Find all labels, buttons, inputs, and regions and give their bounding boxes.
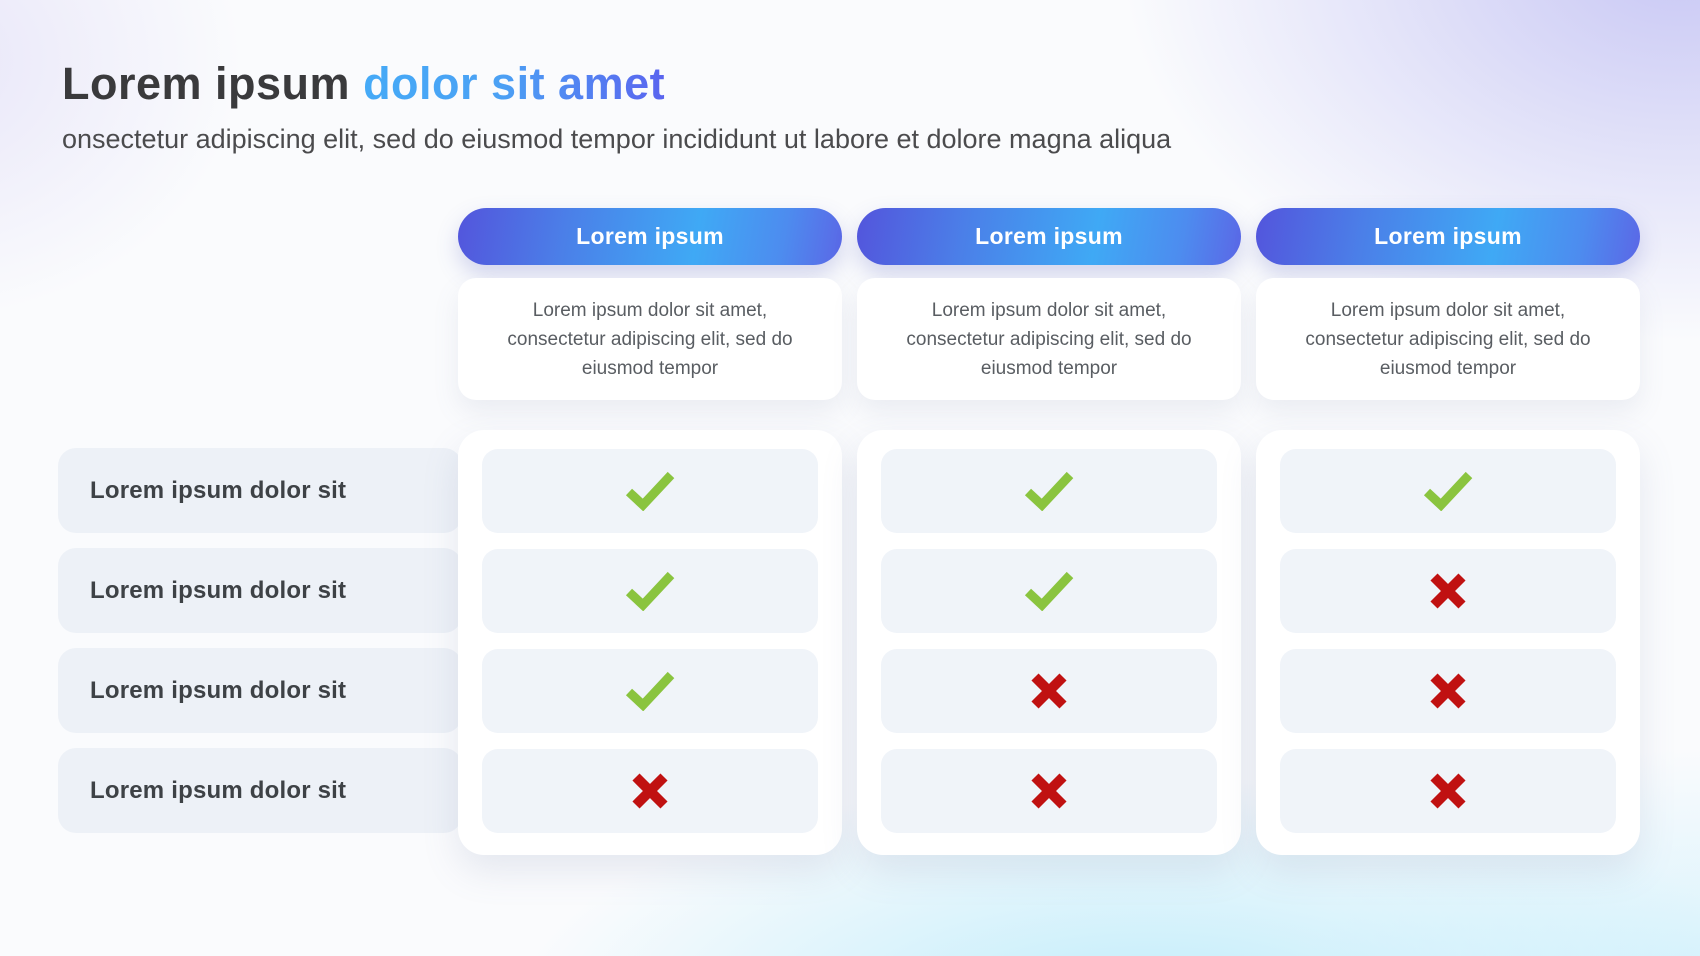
row-label-text: Lorem ipsum dolor sit (90, 676, 347, 704)
comparison-column: Lorem ipsum Lorem ipsum dolor sit amet, … (857, 0, 1241, 956)
cross-icon (1031, 673, 1067, 709)
page-header: Lorem ipsum dolor sit amet onsectetur ad… (62, 58, 1171, 155)
status-cell (1280, 649, 1616, 733)
column-values-card (458, 430, 842, 855)
status-cell (482, 549, 818, 633)
status-cell (881, 749, 1217, 833)
row-label-text: Lorem ipsum dolor sit (90, 576, 347, 604)
column-description-text: Lorem ipsum dolor sit amet, consectetur … (507, 299, 793, 379)
column-description-card: Lorem ipsum dolor sit amet, consectetur … (458, 278, 842, 400)
page-title-accent: dolor sit amet (363, 58, 666, 109)
column-header-label: Lorem ipsum (576, 223, 724, 249)
column-header-label: Lorem ipsum (1374, 223, 1522, 249)
status-cell (482, 649, 818, 733)
column-description-text: Lorem ipsum dolor sit amet, consectetur … (906, 299, 1192, 379)
cross-icon (632, 773, 668, 809)
column-values-card (1256, 430, 1640, 855)
page-subtitle: onsectetur adipiscing elit, sed do eiusm… (62, 124, 1172, 154)
comparison-column: Lorem ipsum Lorem ipsum dolor sit amet, … (1256, 0, 1640, 956)
column-values-card (857, 430, 1241, 855)
check-icon (1024, 571, 1074, 611)
check-icon (625, 471, 675, 511)
comparison-column: Lorem ipsum Lorem ipsum dolor sit amet, … (458, 0, 842, 956)
column-header-pill: Lorem ipsum (857, 208, 1241, 265)
page-title: Lorem ipsum dolor sit amet (62, 58, 1171, 110)
column-description-card: Lorem ipsum dolor sit amet, consectetur … (1256, 278, 1640, 400)
column-header-label: Lorem ipsum (975, 223, 1123, 249)
check-icon (625, 671, 675, 711)
cross-icon (1430, 673, 1466, 709)
row-label: Lorem ipsum dolor sit (58, 448, 462, 533)
column-description-text: Lorem ipsum dolor sit amet, consectetur … (1305, 299, 1591, 379)
status-cell (482, 749, 818, 833)
row-label: Lorem ipsum dolor sit (58, 748, 462, 833)
row-label-text: Lorem ipsum dolor sit (90, 476, 347, 504)
column-header-pill: Lorem ipsum (458, 208, 842, 265)
status-cell (482, 449, 818, 533)
status-cell (881, 449, 1217, 533)
check-icon (1423, 471, 1473, 511)
row-label: Lorem ipsum dolor sit (58, 648, 462, 733)
column-header-pill: Lorem ipsum (1256, 208, 1640, 265)
cross-icon (1430, 573, 1466, 609)
cross-icon (1430, 773, 1466, 809)
row-label: Lorem ipsum dolor sit (58, 548, 462, 633)
status-cell (1280, 749, 1616, 833)
column-description-card: Lorem ipsum dolor sit amet, consectetur … (857, 278, 1241, 400)
row-label-text: Lorem ipsum dolor sit (90, 776, 347, 804)
status-cell (881, 549, 1217, 633)
check-icon (625, 571, 675, 611)
status-cell (881, 649, 1217, 733)
cross-icon (1031, 773, 1067, 809)
status-cell (1280, 549, 1616, 633)
check-icon (1024, 471, 1074, 511)
page-title-dark: Lorem ipsum (62, 58, 351, 109)
status-cell (1280, 449, 1616, 533)
